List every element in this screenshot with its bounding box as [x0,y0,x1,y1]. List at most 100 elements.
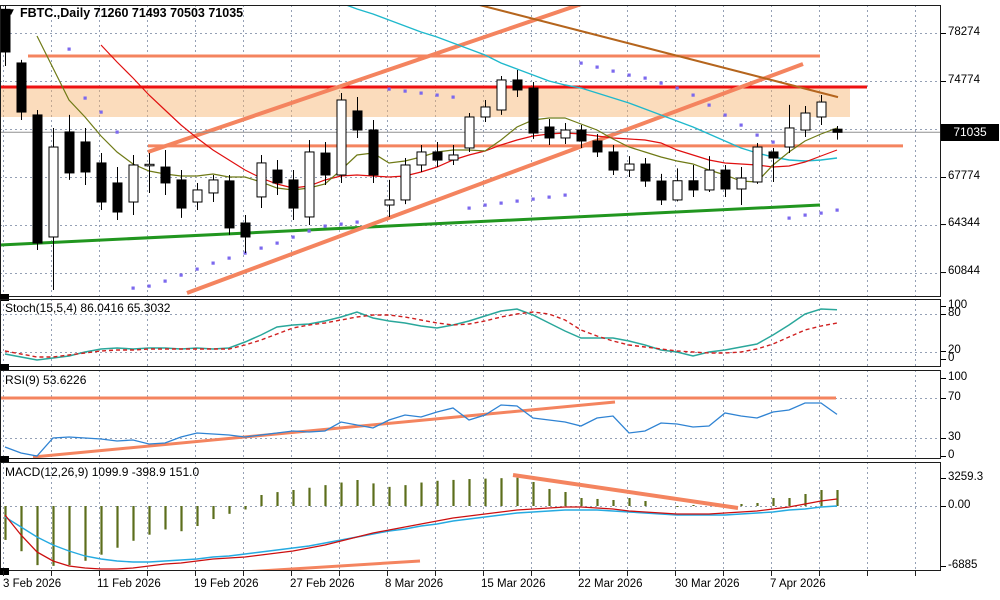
rsi-axis-label: 30 [948,431,961,443]
date-label: 22 Mar 2026 [578,578,643,590]
sar-dot [403,89,407,93]
sar-dot [131,286,135,290]
sar-dot [787,216,791,220]
candle-bearish [224,180,235,229]
date-label: 30 Mar 2026 [675,578,740,590]
sar-dot [691,93,695,97]
rsi-axis-label: 0 [948,449,955,461]
sar-dot [611,69,615,73]
candle-bullish [144,163,155,167]
sar-dot [339,222,343,226]
symbol-name: FBTC.,Daily [20,6,91,20]
panel-border [0,299,941,367]
rsi-label: RSI(9) 53.6226 [5,373,87,387]
date-label: 8 Mar 2026 [385,578,444,590]
candle-bearish [688,180,699,191]
candle-bearish [16,62,27,113]
candle-bullish [304,151,315,218]
date-label: 3 Feb 2026 [3,578,62,590]
candle-bearish [96,162,107,203]
sar-dot [419,91,423,95]
panel-resize-grip[interactable] [0,294,9,301]
candle-bearish [32,114,43,244]
rsi-axis-label: 100 [948,371,968,383]
sar-dot [659,81,663,85]
ohlc-values: 71260 71493 70503 71035 [93,6,244,20]
candle-bearish [720,169,731,190]
candle-bearish [592,140,603,153]
macd-axis-label: 3259.3 [948,471,984,483]
sar-dot [83,96,87,100]
supply-zone [0,86,850,117]
candle-bearish [512,79,523,91]
symbol-dropdown-arrow[interactable]: ▼ [6,7,16,18]
sar-dot [211,261,215,265]
current-price-tag: 71035 [941,124,999,141]
sar-dot [803,213,807,217]
date-label: 11 Feb 2026 [97,578,161,590]
candle-bullish [560,129,571,139]
sar-dot [179,273,183,277]
sar-dot [259,246,263,250]
candle-bullish [496,79,507,111]
candle-bullish [464,116,475,149]
candle-bearish [352,110,363,131]
sar-dot [771,140,775,144]
panel-resize-grip[interactable] [0,456,9,463]
candle-bullish [400,164,411,201]
sar-dot [483,203,487,207]
rsi-axis-label: 70 [948,391,961,403]
rsi-rising-trendline [32,400,616,459]
panel-border [0,5,941,297]
macd-falling-trendline [512,473,739,510]
candle-bearish [832,128,843,133]
panel-resize-grip[interactable] [0,364,9,371]
sar-dot [499,201,503,205]
panel-resize-grip[interactable] [0,568,9,575]
stoch-axis-label: 100 [948,299,968,311]
panel-border [0,462,941,571]
candle-bearish [368,129,379,176]
sar-dot [355,220,359,224]
sar-dot [627,73,631,77]
candle-bullish [816,101,827,118]
sar-dot [531,197,535,201]
candle-bearish [432,151,443,161]
candle-bullish [208,179,219,194]
sar-dot [323,224,327,228]
candle-bullish [448,154,459,161]
sar-dot [243,251,247,255]
sar-dot [755,133,759,137]
sar-dot [115,130,119,134]
sar-dot [163,279,167,283]
candle-bullish [800,112,811,131]
red-ma-line [100,44,838,189]
candle-bullish [256,162,267,198]
orange-channel-upper [147,5,585,154]
candle-bullish [416,151,427,166]
candle-bearish [240,222,251,238]
sar-dot [515,199,519,203]
candle-bearish [112,182,123,213]
sar-dot [307,229,311,233]
sar-dot [595,65,599,69]
macd-axis-label: -6885 [948,559,978,571]
candle-bullish [704,169,715,191]
candle-bearish [320,152,331,176]
sar-dot [675,86,679,90]
date-label: 19 Feb 2026 [194,578,259,590]
price-axis-label: 78274 [948,26,980,38]
candle-bullish [192,189,203,203]
date-label: 7 Apr 2026 [770,578,826,590]
sar-dot [99,110,103,114]
candle-bearish [176,179,187,209]
sar-dot [563,193,567,197]
candle-bullish [384,199,395,206]
price-axis-label: 67774 [948,170,980,182]
candle-bullish [128,164,139,203]
sar-dot [147,284,151,288]
stoch-axis-label: 0 [948,352,955,364]
macd-blue-line [4,505,838,563]
candle-bearish [272,169,283,184]
